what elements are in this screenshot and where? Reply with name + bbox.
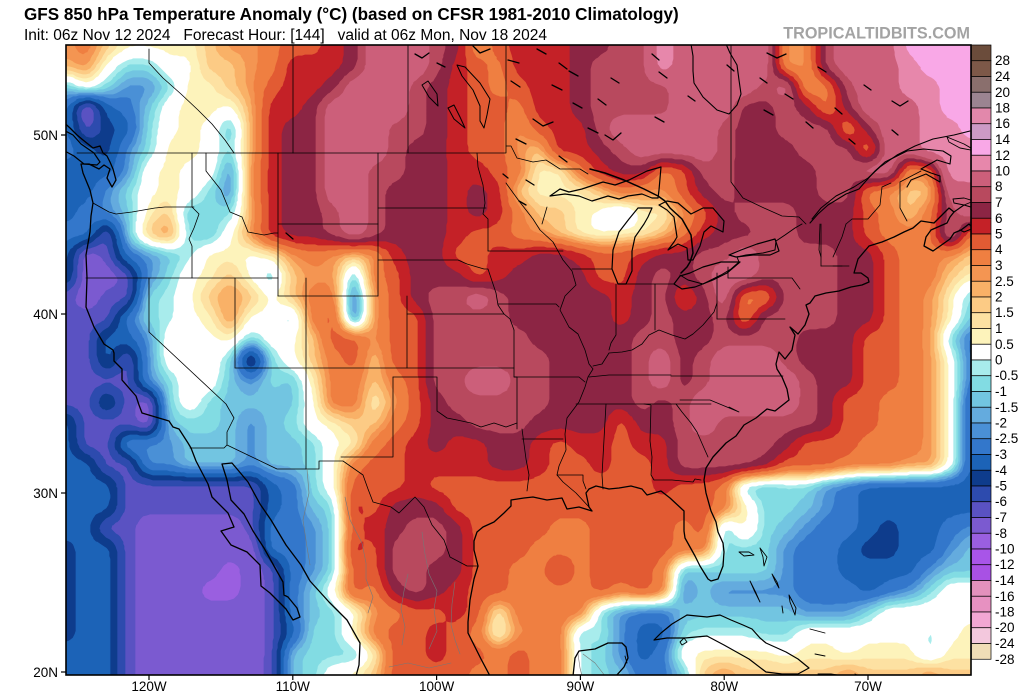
- svg-text:-16: -16: [995, 589, 1015, 604]
- svg-text:8: 8: [995, 179, 1003, 194]
- svg-text:30N: 30N: [33, 486, 58, 501]
- svg-text:5: 5: [995, 227, 1003, 242]
- svg-text:14: 14: [995, 132, 1011, 147]
- svg-text:6: 6: [995, 211, 1003, 226]
- svg-text:40N: 40N: [33, 307, 58, 322]
- svg-text:1.5: 1.5: [995, 305, 1014, 320]
- svg-text:28: 28: [995, 53, 1010, 68]
- svg-text:2: 2: [995, 290, 1003, 305]
- svg-text:120W: 120W: [131, 679, 167, 694]
- svg-text:90W: 90W: [567, 679, 595, 694]
- svg-text:-20: -20: [995, 620, 1015, 635]
- svg-text:TROPICALTIDBITS.COM: TROPICALTIDBITS.COM: [783, 25, 970, 43]
- svg-text:80W: 80W: [710, 679, 738, 694]
- svg-text:Init: 06z Nov 12 2024 Foreca: Init: 06z Nov 12 2024 Forecast Hour: [14…: [24, 27, 547, 44]
- svg-text:-8: -8: [995, 526, 1007, 541]
- svg-text:-14: -14: [995, 573, 1015, 588]
- svg-text:100W: 100W: [419, 679, 455, 694]
- svg-text:-0.5: -0.5: [995, 368, 1018, 383]
- svg-text:-4: -4: [995, 463, 1007, 478]
- svg-text:24: 24: [995, 69, 1011, 84]
- svg-text:18: 18: [995, 101, 1010, 116]
- svg-text:2.5: 2.5: [995, 274, 1014, 289]
- svg-text:10: 10: [995, 164, 1010, 179]
- svg-text:-10: -10: [995, 542, 1015, 557]
- svg-text:50N: 50N: [33, 128, 58, 143]
- svg-text:-1.5: -1.5: [995, 400, 1018, 415]
- svg-text:20: 20: [995, 85, 1010, 100]
- svg-text:GFS 850 hPa Temperature Anomal: GFS 850 hPa Temperature Anomaly (°C) (ba…: [24, 5, 679, 24]
- svg-text:-7: -7: [995, 510, 1007, 525]
- svg-text:70W: 70W: [854, 679, 882, 694]
- svg-text:-5: -5: [995, 479, 1007, 494]
- svg-text:12: 12: [995, 148, 1010, 163]
- svg-text:-2.5: -2.5: [995, 431, 1018, 446]
- svg-text:-24: -24: [995, 636, 1015, 651]
- svg-text:-18: -18: [995, 605, 1015, 620]
- svg-text:3: 3: [995, 258, 1003, 273]
- svg-text:-1: -1: [995, 384, 1007, 399]
- svg-text:16: 16: [995, 116, 1010, 131]
- svg-text:20N: 20N: [33, 665, 58, 680]
- svg-text:-28: -28: [995, 652, 1015, 667]
- svg-text:-2: -2: [995, 416, 1007, 431]
- svg-text:110W: 110W: [276, 679, 311, 694]
- svg-text:-6: -6: [995, 494, 1007, 509]
- svg-text:-3: -3: [995, 447, 1007, 462]
- svg-text:0.5: 0.5: [995, 337, 1014, 352]
- svg-text:7: 7: [995, 195, 1003, 210]
- svg-text:-12: -12: [995, 557, 1015, 572]
- svg-text:1: 1: [995, 321, 1003, 336]
- svg-text:4: 4: [995, 242, 1003, 257]
- svg-text:0: 0: [995, 353, 1003, 368]
